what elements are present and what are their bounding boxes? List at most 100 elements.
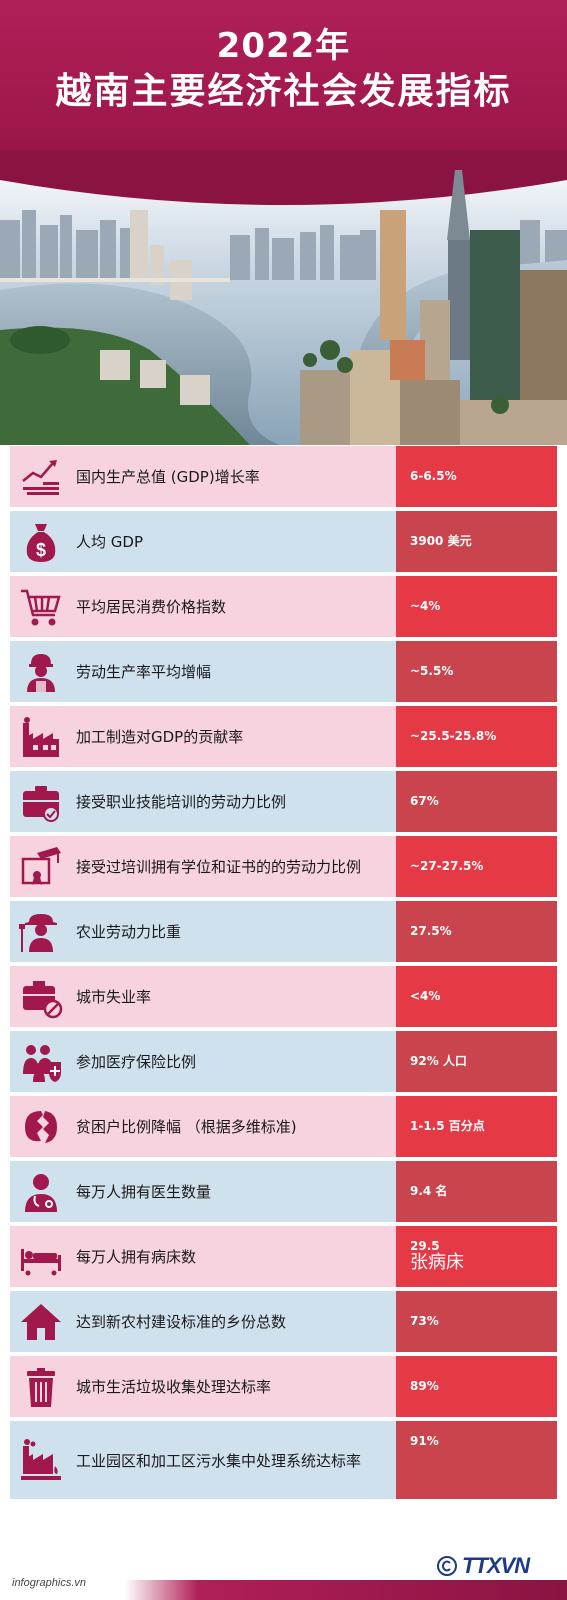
wastewater-factory-icon	[16, 1435, 66, 1485]
indicator-row-manufacturing: 加工制造对GDP的贡献率 ~25.5-25.8%	[10, 706, 557, 767]
indicator-label: 平均居民消费价格指数	[76, 598, 227, 616]
indicator-value-cell: 89%	[396, 1356, 557, 1417]
toolbox-icon	[16, 777, 66, 827]
worker-icon	[16, 647, 66, 697]
indicator-value: 6-6.5%	[410, 468, 457, 483]
indicator-label-cell: 每万人拥有病床数	[10, 1226, 396, 1287]
growth-chart-icon	[16, 452, 66, 502]
indicator-value: 3900 美元	[410, 533, 472, 548]
indicator-label: 达到新农村建设标准的乡份总数	[76, 1313, 287, 1331]
indicator-value: 89%	[410, 1378, 439, 1393]
indicator-label-cell: 工业园区和加工区污水集中处理系统达标率	[10, 1421, 396, 1499]
indicator-value-cell: 67%	[396, 771, 557, 832]
page-title: 越南主要经济社会发展指标	[55, 71, 512, 112]
indicator-label: 劳动生产率平均增幅	[76, 663, 212, 681]
svg-text:$: $	[36, 540, 46, 560]
indicator-row-labor-productivity: 劳动生产率平均增幅 ~5.5%	[10, 641, 557, 702]
source-credit: infographics.vn	[12, 1577, 86, 1589]
indicator-row-vocational-training: 接受职业技能培训的劳动力比例 67%	[10, 771, 557, 832]
indicator-row-degree-certificate: 接受过培训拥有学位和证书的的劳动力比例 ~27-27.5%	[10, 836, 557, 897]
indicator-value-cell: 73%	[396, 1291, 557, 1352]
unemployment-icon	[16, 972, 66, 1022]
indicator-label-cell: 贫困户比例降幅 （根据多维标准)	[10, 1096, 396, 1157]
indicator-value-cell: 3900 美元	[396, 511, 557, 572]
indicator-label-cell: 加工制造对GDP的贡献率	[10, 706, 396, 767]
factory-icon	[16, 712, 66, 762]
money-bag-icon: $	[16, 517, 66, 567]
indicator-value: ~27-27.5%	[410, 858, 484, 873]
indicator-row-health-insurance: 参加医疗保险比例 92% 人口	[10, 1031, 557, 1092]
indicator-label-cell: 城市失业率	[10, 966, 396, 1027]
indicator-value: 73%	[410, 1313, 439, 1328]
indicator-label: 国内生产总值 (GDP)增长率	[76, 468, 260, 486]
indicator-value-cell: 9.4 名	[396, 1161, 557, 1222]
indicator-label-cell: 每万人拥有医生数量	[10, 1161, 396, 1222]
indicator-value-cell: 27.5%	[396, 901, 557, 962]
city-skyline-photo	[0, 150, 567, 445]
indicator-label-cell: 劳动生产率平均增幅	[10, 641, 396, 702]
indicator-label: 人均 GDP	[76, 533, 143, 551]
logo-text: TTXVN	[462, 1553, 530, 1578]
indicator-label: 接受过培训拥有学位和证书的的劳动力比例	[76, 858, 362, 876]
indicator-label-cell: 城市生活垃圾收集处理达标率	[10, 1356, 396, 1417]
indicator-value-cell: ~27-27.5%	[396, 836, 557, 897]
trash-bin-icon	[16, 1362, 66, 1412]
indicator-value-cell: ~25.5-25.8%	[396, 706, 557, 767]
indicator-row-agriculture-labor: 农业劳动力比重 27.5%	[10, 901, 557, 962]
page-title-year: 2022年	[216, 26, 351, 66]
hospital-bed-icon	[16, 1232, 66, 1282]
indicator-label-cell: $ 人均 GDP	[10, 511, 396, 572]
indicator-value: 29.5	[410, 1239, 440, 1253]
indicator-value-cell: ~4%	[396, 576, 557, 637]
shopping-cart-icon	[16, 582, 66, 632]
indicator-label: 城市生活垃圾收集处理达标率	[76, 1378, 272, 1396]
indicator-row-waste-collection: 城市生活垃圾收集处理达标率 89%	[10, 1356, 557, 1417]
indicator-value-cell: ~5.5%	[396, 641, 557, 702]
indicator-label: 加工制造对GDP的贡献率	[76, 728, 244, 746]
indicator-value: ~25.5-25.8%	[410, 728, 497, 743]
health-insurance-icon	[16, 1037, 66, 1087]
rural-house-icon	[16, 1297, 66, 1347]
indicator-value: ~4%	[410, 598, 441, 613]
indicator-row-urban-unemployment: 城市失业率 <4%	[10, 966, 557, 1027]
indicator-value: ~5.5%	[410, 663, 454, 678]
indicator-label: 接受职业技能培训的劳动力比例	[76, 793, 287, 811]
indicator-value-cell: 29.5 张病床	[396, 1226, 557, 1287]
copyright-icon	[437, 1556, 457, 1576]
indicator-row-hospital-beds: 每万人拥有病床数 29.5 张病床	[10, 1226, 557, 1287]
indicator-value-cell: 1-1.5 百分点	[396, 1096, 557, 1157]
indicator-value: 92% 人口	[410, 1053, 467, 1068]
indicator-label: 农业劳动力比重	[76, 923, 182, 941]
indicator-value: 1-1.5 百分点	[410, 1118, 485, 1133]
indicator-label: 参加医疗保险比例	[76, 1053, 197, 1071]
indicator-value-cell: <4%	[396, 966, 557, 1027]
indicator-label: 每万人拥有医生数量	[76, 1183, 212, 1201]
indicator-label: 贫困户比例降幅 （根据多维标准)	[76, 1118, 297, 1136]
poverty-icon	[16, 1102, 66, 1152]
indicator-row-wastewater: 工业园区和加工区污水集中处理系统达标率 91%	[10, 1421, 557, 1499]
indicator-label-cell: 农业劳动力比重	[10, 901, 396, 962]
indicator-row-doctors: 每万人拥有医生数量 9.4 名	[10, 1161, 557, 1222]
indicator-row-gdp-growth: 国内生产总值 (GDP)增长率 6-6.5%	[10, 446, 557, 507]
ttxvn-logo: TTXVN	[436, 1552, 556, 1580]
indicator-value-cell: 6-6.5%	[396, 446, 557, 507]
indicator-value: 9.4 名	[410, 1183, 448, 1198]
indicator-value: <4%	[410, 988, 441, 1003]
doctor-icon	[16, 1167, 66, 1217]
indicator-label-cell: 参加医疗保险比例	[10, 1031, 396, 1092]
indicator-label: 每万人拥有病床数	[76, 1248, 197, 1266]
indicator-row-new-rural: 达到新农村建设标准的乡份总数 73%	[10, 1291, 557, 1352]
indicator-label-cell: 接受职业技能培训的劳动力比例	[10, 771, 396, 832]
indicator-value-unit: 张病床	[410, 1252, 464, 1274]
indicator-label: 城市失业率	[76, 988, 152, 1006]
indicator-label-cell: 接受过培训拥有学位和证书的的劳动力比例	[10, 836, 396, 897]
farmer-icon	[16, 907, 66, 957]
indicator-label: 工业园区和加工区污水集中处理系统达标率	[76, 1451, 362, 1470]
indicator-value: 27.5%	[410, 923, 452, 938]
indicator-label-cell: 国内生产总值 (GDP)增长率	[10, 446, 396, 507]
certificate-icon	[16, 842, 66, 892]
indicator-label-cell: 达到新农村建设标准的乡份总数	[10, 1291, 396, 1352]
indicator-value: 67%	[410, 793, 439, 808]
indicator-value-cell: 92% 人口	[396, 1031, 557, 1092]
indicator-row-cpi: 平均居民消费价格指数 ~4%	[10, 576, 557, 637]
